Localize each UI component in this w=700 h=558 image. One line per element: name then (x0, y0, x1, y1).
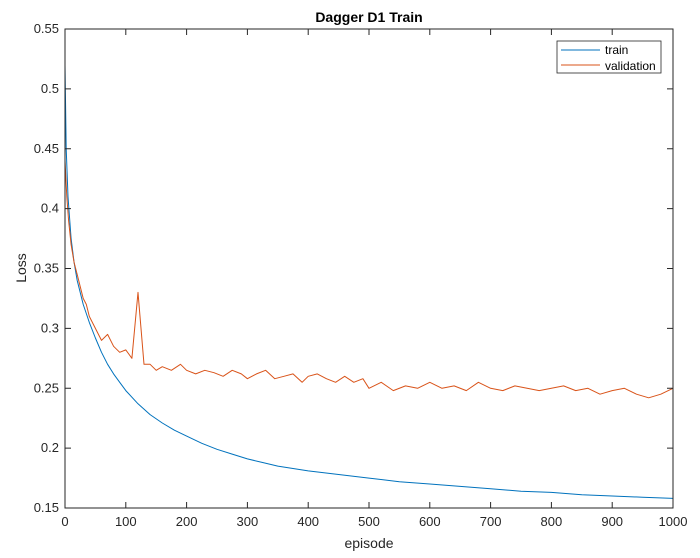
x-tick-label: 0 (61, 514, 68, 529)
y-tick-label: 0.45 (34, 141, 59, 156)
x-tick-label: 1000 (659, 514, 688, 529)
legend: train validation (556, 40, 662, 74)
y-tick-label: 0.2 (41, 440, 59, 455)
y-axis-label: Loss (13, 253, 29, 283)
legend-box (556, 40, 662, 74)
x-tick-label: 800 (541, 514, 563, 529)
x-tick-label: 500 (358, 514, 380, 529)
y-tick-label: 0.5 (41, 81, 59, 96)
axis-ticks: 0 100 200 300 400 500 600 700 800 900 1000 0.15 0.2 0… (34, 21, 688, 529)
legend-label-train: train (605, 43, 628, 57)
series-layer (64, 64, 674, 499)
chart-title: Dagger D1 Train (315, 9, 422, 25)
x-tick-label: 300 (237, 514, 259, 529)
y-tick-label: 0.15 (34, 500, 59, 515)
x-tick-label: 400 (297, 514, 319, 529)
y-tick-label: 0.35 (34, 261, 59, 276)
x-axis-label: episode (344, 535, 393, 551)
y-tick-label: 0.55 (34, 21, 59, 36)
x-tick-label: 200 (176, 514, 198, 529)
x-tick-label: 100 (115, 514, 137, 529)
series-line-validation (64, 160, 674, 399)
series-line-train (64, 64, 674, 499)
x-tick-label: 700 (480, 514, 502, 529)
y-tick-label: 0.25 (34, 380, 59, 395)
y-tick-label: 0.3 (41, 320, 59, 335)
y-tick-label: 0.4 (41, 201, 59, 216)
legend-label-validation: validation (605, 59, 656, 73)
x-tick-label: 600 (419, 514, 441, 529)
plot-area-frame (64, 28, 674, 509)
x-tick-label: 900 (601, 514, 623, 529)
